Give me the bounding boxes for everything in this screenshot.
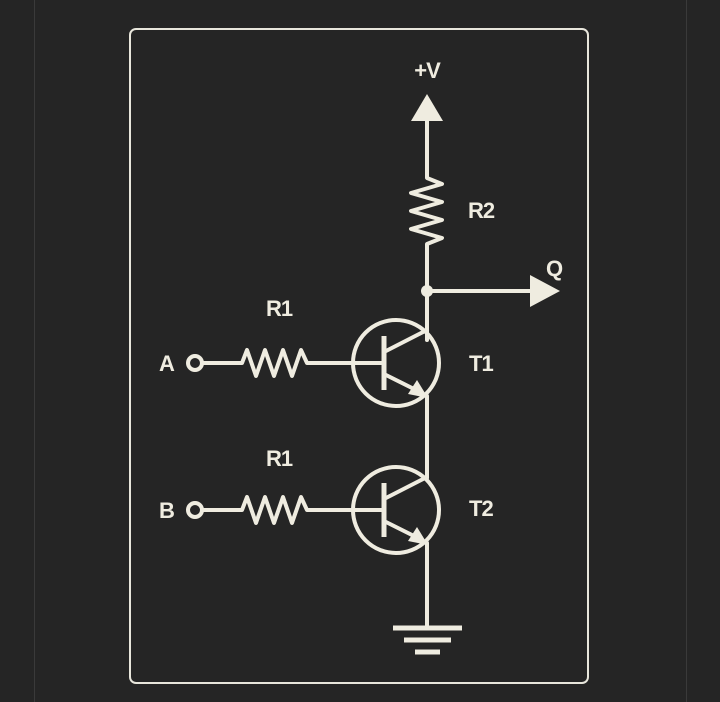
resistor-r1-b	[234, 495, 320, 525]
input-a-terminal	[186, 354, 204, 372]
resistor-r2	[409, 170, 444, 252]
transistor-t2-label: T2	[469, 496, 493, 521]
transistor-t2	[351, 465, 441, 555]
left-guide-line	[34, 0, 35, 702]
diagram-frame	[129, 28, 589, 684]
input-b-terminal	[186, 501, 204, 519]
transistor-t1-label: T1	[469, 351, 493, 376]
ground-symbol	[393, 625, 462, 655]
supply-label: +V	[414, 58, 441, 83]
supply-arrow	[411, 94, 443, 174]
output-arrow	[425, 275, 560, 307]
transistor-t1	[351, 318, 441, 408]
resistor-r1-a-label: R1	[266, 296, 293, 321]
resistor-r1-b-label: R1	[266, 446, 293, 471]
input-b-label: B	[159, 498, 174, 523]
resistor-r2-label: R2	[468, 198, 495, 223]
right-guide-line	[686, 0, 687, 702]
output-label: Q	[546, 256, 563, 281]
input-a-label: A	[159, 351, 175, 376]
resistor-r1-a	[234, 348, 320, 378]
